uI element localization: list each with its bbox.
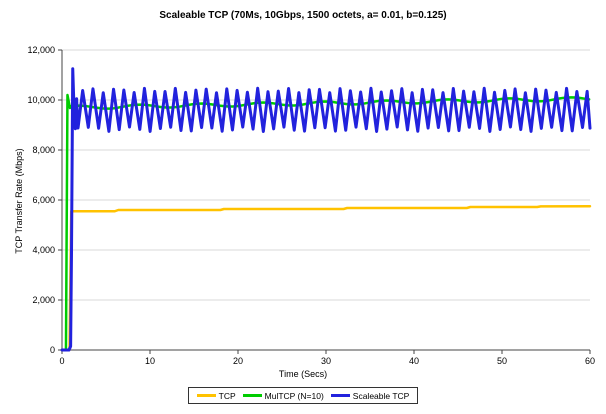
- y-tick-label: 6,000: [32, 195, 55, 205]
- y-axis-title: TCP Transfer Rate (Mbps): [14, 148, 24, 254]
- y-tick-label: 12,000: [27, 45, 55, 55]
- x-tick-label: 10: [145, 356, 155, 366]
- legend-item: MulTCP (N=10): [242, 390, 324, 401]
- legend-item: Scaleable TCP: [330, 390, 410, 401]
- series-line-multcp: [60, 93, 591, 352]
- x-tick-label: 20: [233, 356, 243, 366]
- legend-swatch-icon: [330, 394, 350, 397]
- legend: TCP MulTCP (N=10) Scaleable TCP: [187, 387, 419, 404]
- x-tick-label: 0: [59, 356, 64, 366]
- chart-title: Scaleable TCP (70Ms, 10Gbps, 1500 octets…: [159, 10, 447, 21]
- series-line-scaleable-tcp: [60, 67, 592, 352]
- y-tick-label: 2,000: [32, 295, 55, 305]
- y-tick-label: 4,000: [32, 245, 55, 255]
- x-tick-label: 30: [321, 356, 331, 366]
- x-tick-label: 40: [409, 356, 419, 366]
- legend-label: MulTCP (N=10): [264, 390, 324, 401]
- legend-swatch-icon: [242, 394, 262, 397]
- legend-label: Scaleable TCP: [352, 390, 410, 401]
- legend-label: TCP: [218, 390, 236, 401]
- legend-row: TCP MulTCP (N=10) Scaleable TCP: [0, 387, 606, 404]
- x-tick-label: 50: [497, 356, 507, 366]
- x-axis-title: Time (Secs): [278, 369, 328, 379]
- legend-swatch-icon: [196, 394, 216, 397]
- y-tick-label: 10,000: [27, 95, 55, 105]
- series-line-tcp: [60, 205, 592, 352]
- legend-item: TCP: [196, 390, 236, 401]
- x-tick-label: 60: [585, 356, 595, 366]
- y-tick-label: 0: [50, 345, 55, 355]
- y-tick-label: 8,000: [32, 145, 55, 155]
